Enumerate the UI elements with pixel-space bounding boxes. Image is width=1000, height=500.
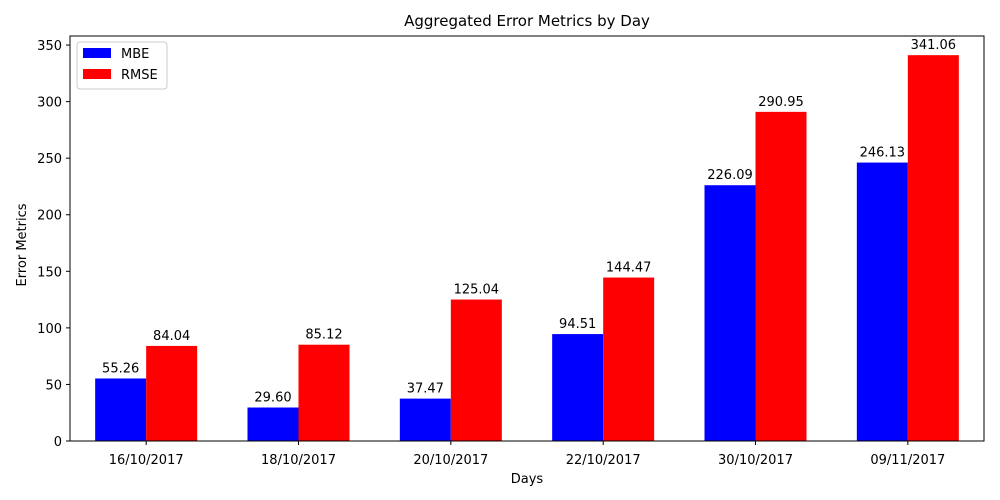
data-labels-group: 55.26 84.04 29.60 85.12 37.47 125.04 94.51 144.…: [102, 38, 956, 405]
bar-mbe-3: [552, 334, 604, 441]
y-tick-label-0: 0: [54, 435, 62, 450]
data-label-rmse-3: 144.47: [606, 261, 652, 276]
data-label-rmse-1: 85.12: [305, 328, 342, 343]
y-tick-label-4: 200: [37, 209, 62, 224]
bar-mbe-5: [856, 162, 908, 442]
legend: MBE RMSE: [76, 41, 168, 90]
legend-swatch-rmse: [83, 69, 111, 79]
data-label-mbe-0: 55.26: [102, 361, 139, 376]
bar-rmse-3: [603, 277, 655, 441]
y-tick-label-3: 150: [37, 265, 62, 280]
x-tick-label-1: 18/10/2017: [261, 453, 336, 468]
y-tick-label-1: 50: [45, 378, 62, 393]
data-label-rmse-0: 84.04: [153, 329, 190, 344]
chart-title: Aggregated Error Metrics by Day: [404, 12, 650, 30]
bar-rmse-2: [450, 299, 502, 441]
data-label-mbe-1: 29.60: [254, 391, 291, 406]
bars-group: [95, 55, 959, 442]
data-label-mbe-5: 246.13: [860, 146, 906, 161]
data-label-rmse-5: 341.06: [911, 38, 957, 53]
bar-mbe-4: [704, 185, 756, 441]
x-axis-label: Days: [511, 472, 544, 487]
x-tick-label-2: 20/10/2017: [413, 453, 488, 468]
bar-mbe-1: [247, 407, 299, 441]
bar-rmse-4: [755, 111, 807, 441]
bar-mbe-0: [95, 378, 147, 441]
x-axis-ticks: 16/10/2017 18/10/2017 20/10/2017 22/10/2017…: [109, 441, 945, 468]
legend-label-rmse: RMSE: [121, 68, 158, 83]
x-tick-label-4: 30/10/2017: [718, 453, 793, 468]
data-label-rmse-4: 290.95: [758, 95, 804, 110]
y-axis-label: Error Metrics: [15, 203, 30, 286]
x-tick-label-3: 22/10/2017: [566, 453, 641, 468]
bar-rmse-1: [298, 344, 350, 441]
data-label-rmse-2: 125.04: [454, 283, 500, 298]
y-tick-label-7: 350: [37, 39, 62, 54]
legend-label-mbe: MBE: [121, 47, 149, 62]
x-tick-label-0: 16/10/2017: [109, 453, 184, 468]
y-tick-label-2: 100: [37, 322, 62, 337]
y-axis-ticks: 0 50 100 150 200 250 300 350: [37, 39, 70, 450]
data-label-mbe-3: 94.51: [559, 317, 596, 332]
x-tick-label-5: 09/11/2017: [870, 453, 945, 468]
y-tick-label-6: 300: [37, 96, 62, 111]
y-tick-label-5: 250: [37, 152, 62, 167]
legend-swatch-mbe: [83, 48, 111, 58]
plot-frame: [69, 35, 985, 442]
bar-mbe-2: [399, 398, 451, 441]
data-label-mbe-2: 37.47: [407, 382, 444, 397]
bar-rmse-5: [907, 55, 959, 441]
bar-rmse-0: [146, 345, 198, 441]
data-label-mbe-4: 226.09: [707, 168, 753, 183]
